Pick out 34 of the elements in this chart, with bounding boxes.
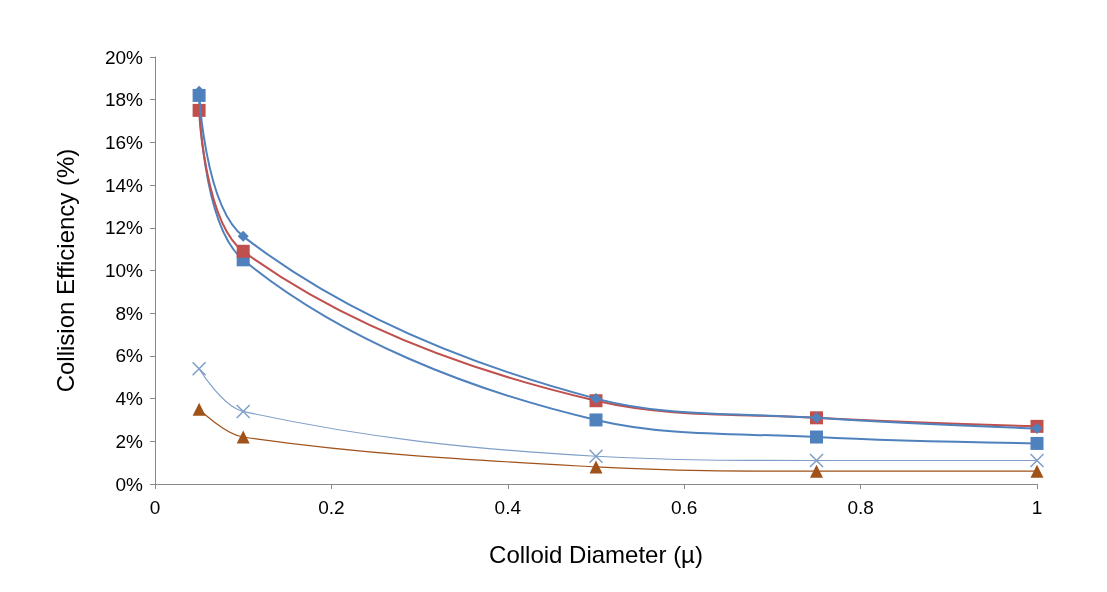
- y-tick-label: 14%: [104, 174, 144, 196]
- x-tick-label: 0: [149, 497, 161, 518]
- point: [236, 244, 250, 258]
- x-tick-label: 1: [1031, 497, 1043, 518]
- x-tick-label: 0.8: [847, 497, 874, 518]
- x-tick-label: 0.6: [670, 497, 698, 518]
- y-axis-title: Collision Efficiency (%): [51, 148, 79, 393]
- point: [1030, 464, 1044, 478]
- point: [809, 453, 824, 468]
- y-tick-label: 6%: [115, 345, 144, 367]
- y-tick-label: 10%: [104, 260, 144, 281]
- point: [1030, 436, 1044, 450]
- point: [237, 230, 249, 242]
- y-tick-label: 2%: [115, 430, 144, 452]
- point: [235, 404, 251, 419]
- y-tick-label: 16%: [104, 131, 144, 153]
- point: [589, 460, 603, 474]
- point: [588, 448, 604, 464]
- y-tick-label: 8%: [115, 302, 144, 324]
- y-tick-label: 18%: [104, 89, 144, 111]
- point: [192, 402, 206, 416]
- y-tick-label: 0%: [115, 473, 144, 495]
- x-axis-title: Colloid Diameter (µ): [489, 540, 703, 568]
- point: [810, 430, 823, 444]
- point: [589, 413, 603, 427]
- point: [1029, 453, 1045, 468]
- point: [191, 361, 207, 376]
- point: [236, 430, 250, 444]
- x-tick-label: 0.4: [494, 497, 522, 518]
- y-tick-label: 4%: [115, 388, 144, 410]
- point: [810, 464, 823, 478]
- y-tick-label: 20%: [104, 46, 144, 68]
- x-tick-label: 0.2: [318, 497, 345, 518]
- y-tick-label: 12%: [104, 217, 144, 239]
